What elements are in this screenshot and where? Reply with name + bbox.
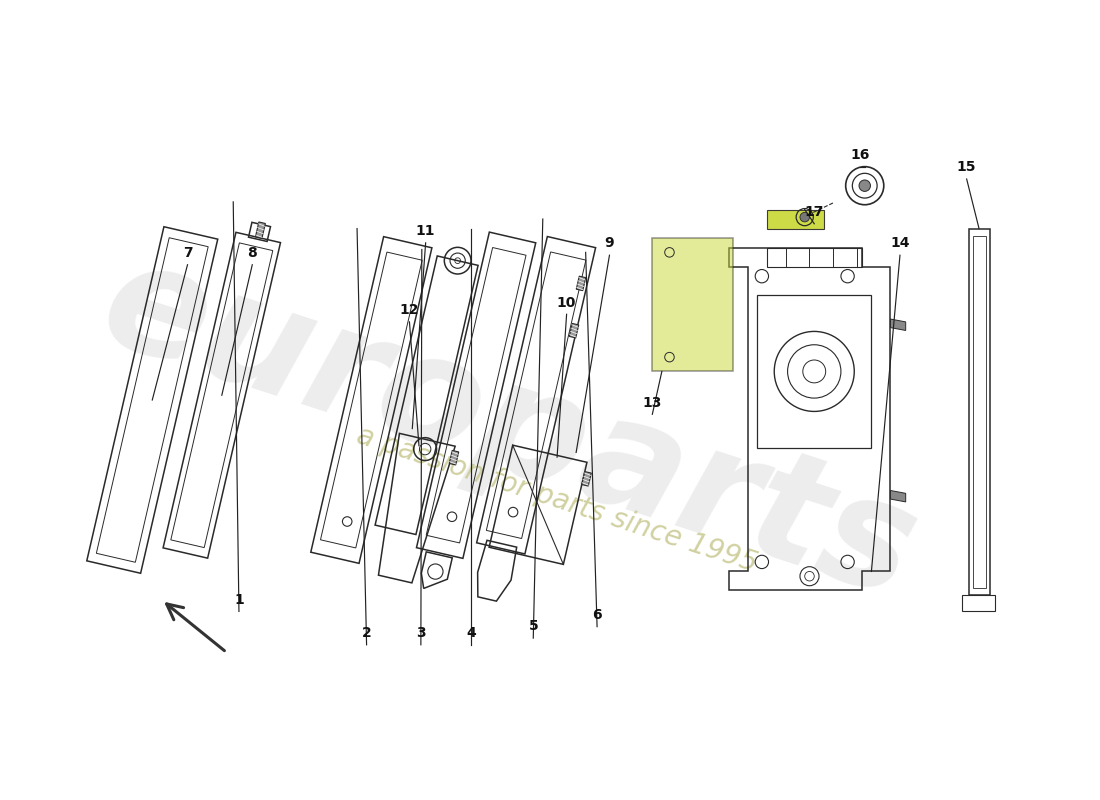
Polygon shape [255, 222, 265, 238]
Polygon shape [449, 450, 459, 465]
Text: 8: 8 [248, 246, 257, 260]
Polygon shape [891, 319, 905, 330]
Polygon shape [576, 276, 586, 290]
Text: 9: 9 [605, 237, 614, 250]
Polygon shape [652, 238, 734, 371]
Text: 6: 6 [592, 608, 602, 622]
Text: 11: 11 [416, 224, 436, 238]
Text: 10: 10 [557, 295, 576, 310]
Text: 17: 17 [804, 205, 824, 219]
Polygon shape [570, 323, 579, 338]
Polygon shape [767, 210, 824, 229]
Text: 5: 5 [528, 619, 538, 634]
Circle shape [800, 212, 810, 222]
Text: a passion for parts since 1995: a passion for parts since 1995 [353, 422, 761, 578]
Text: 4: 4 [466, 626, 476, 640]
Text: europarts: europarts [85, 227, 934, 630]
Text: 15: 15 [957, 160, 977, 174]
Text: 12: 12 [399, 303, 419, 317]
Polygon shape [891, 490, 905, 502]
Text: 13: 13 [642, 395, 662, 410]
Text: 14: 14 [890, 237, 910, 250]
Circle shape [859, 180, 870, 191]
Text: 16: 16 [850, 148, 870, 162]
Text: 7: 7 [183, 246, 192, 260]
Polygon shape [582, 471, 592, 486]
Text: 3: 3 [416, 626, 426, 640]
Text: 2: 2 [362, 626, 372, 640]
Text: 1: 1 [234, 593, 244, 606]
